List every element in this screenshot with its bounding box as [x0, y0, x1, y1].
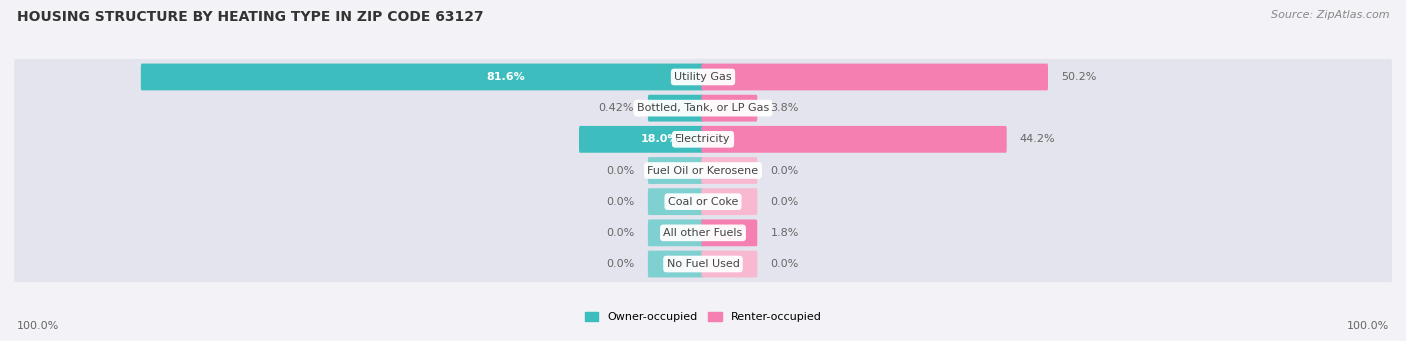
Text: 18.0%: 18.0%	[640, 134, 679, 144]
FancyBboxPatch shape	[648, 95, 704, 121]
Text: 0.42%: 0.42%	[599, 103, 634, 113]
Text: HOUSING STRUCTURE BY HEATING TYPE IN ZIP CODE 63127: HOUSING STRUCTURE BY HEATING TYPE IN ZIP…	[17, 10, 484, 24]
Text: 0.0%: 0.0%	[770, 165, 799, 176]
FancyBboxPatch shape	[702, 126, 1007, 153]
Text: 3.8%: 3.8%	[770, 103, 799, 113]
Text: 0.0%: 0.0%	[770, 197, 799, 207]
FancyBboxPatch shape	[648, 188, 704, 215]
Text: 0.0%: 0.0%	[606, 228, 634, 238]
Text: 1.8%: 1.8%	[770, 228, 799, 238]
Legend: Owner-occupied, Renter-occupied: Owner-occupied, Renter-occupied	[585, 312, 821, 322]
Text: All other Fuels: All other Fuels	[664, 228, 742, 238]
FancyBboxPatch shape	[702, 157, 758, 184]
FancyBboxPatch shape	[702, 220, 758, 246]
FancyBboxPatch shape	[702, 95, 758, 121]
FancyBboxPatch shape	[14, 59, 1392, 95]
FancyBboxPatch shape	[702, 188, 758, 215]
FancyBboxPatch shape	[141, 63, 704, 90]
FancyBboxPatch shape	[14, 183, 1392, 220]
FancyBboxPatch shape	[14, 152, 1392, 189]
FancyBboxPatch shape	[579, 126, 704, 153]
Text: Electricity: Electricity	[675, 134, 731, 144]
Text: Fuel Oil or Kerosene: Fuel Oil or Kerosene	[647, 165, 759, 176]
Text: Coal or Coke: Coal or Coke	[668, 197, 738, 207]
Text: 50.2%: 50.2%	[1062, 72, 1097, 82]
Text: 0.0%: 0.0%	[770, 259, 799, 269]
FancyBboxPatch shape	[702, 251, 758, 278]
FancyBboxPatch shape	[648, 157, 704, 184]
Text: 0.0%: 0.0%	[606, 259, 634, 269]
Text: 81.6%: 81.6%	[486, 72, 526, 82]
Text: Utility Gas: Utility Gas	[675, 72, 731, 82]
Text: 0.0%: 0.0%	[606, 197, 634, 207]
Text: Bottled, Tank, or LP Gas: Bottled, Tank, or LP Gas	[637, 103, 769, 113]
Text: Source: ZipAtlas.com: Source: ZipAtlas.com	[1271, 10, 1389, 20]
Text: 100.0%: 100.0%	[1347, 321, 1389, 331]
FancyBboxPatch shape	[14, 246, 1392, 282]
FancyBboxPatch shape	[648, 251, 704, 278]
FancyBboxPatch shape	[14, 90, 1392, 126]
Text: No Fuel Used: No Fuel Used	[666, 259, 740, 269]
FancyBboxPatch shape	[648, 220, 704, 246]
FancyBboxPatch shape	[702, 63, 1047, 90]
Text: 44.2%: 44.2%	[1019, 134, 1056, 144]
Text: 100.0%: 100.0%	[17, 321, 59, 331]
FancyBboxPatch shape	[14, 215, 1392, 251]
FancyBboxPatch shape	[14, 121, 1392, 158]
Text: 0.0%: 0.0%	[606, 165, 634, 176]
